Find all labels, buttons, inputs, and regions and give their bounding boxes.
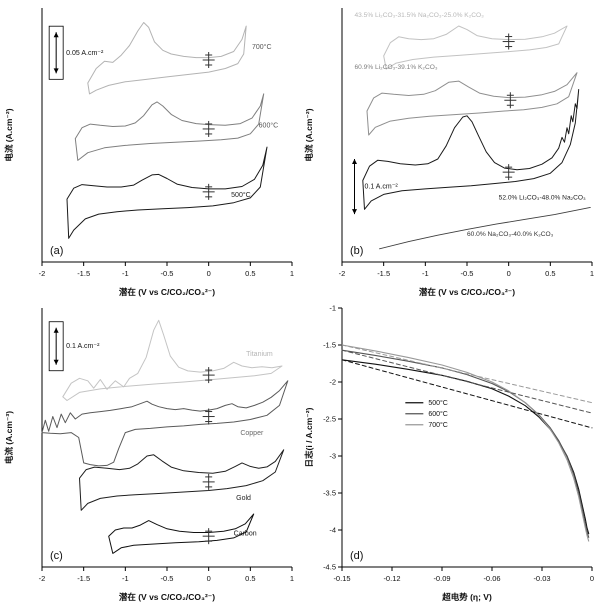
svg-text:-0.12: -0.12 [383,574,400,583]
chart-a-cv-vs-temperature: -2 -1.5 -1 -0.5 0 0.5 1 潜在 (V vs C/CO₂/CO₃²⁻) 电流… [4,8,294,297]
svg-text:0.05 A.cm⁻²: 0.05 A.cm⁻² [66,50,104,57]
svg-text:1: 1 [290,269,294,278]
svg-text:0.5: 0.5 [545,269,555,278]
svg-text:-2: -2 [39,269,46,278]
svg-text:-1.5: -1.5 [377,269,390,278]
svg-text:1: 1 [590,269,594,278]
svg-text:60.9% Li₂CO₃-39.1% K₂CO₃: 60.9% Li₂CO₃-39.1% K₂CO₃ [355,64,438,71]
svg-text:0.1 A.cm⁻²: 0.1 A.cm⁻² [365,184,399,191]
svg-text:-0.5: -0.5 [161,269,174,278]
svg-text:0: 0 [507,269,511,278]
svg-text:日志(i / A.cm⁻²): 日志(i / A.cm⁻²) [304,407,314,467]
svg-text:(a): (a) [50,245,63,257]
svg-text:60.0% Na₂CO₃-40.0% K₂CO₃: 60.0% Na₂CO₃-40.0% K₂CO₃ [467,231,554,238]
panel-c: -2 -1.5 -1 -0.5 0 0.5 1 潜在 (V vs C/CO₂/CO₃²⁻) 电流… [0,300,300,605]
svg-text:Copper: Copper [240,430,264,437]
svg-text:0.5: 0.5 [245,574,255,583]
svg-text:-1: -1 [329,304,336,313]
svg-text:超电势 (η; V): 超电势 (η; V) [441,592,492,602]
svg-text:-1.5: -1.5 [77,269,90,278]
panel-b: -2 -1.5 -1 -0.5 0 0.5 1 潜在 (V vs C/CO₂/CO₃²⁻) 电流… [300,0,600,300]
svg-text:0.5: 0.5 [245,269,255,278]
chart-c-cv-vs-electrode-material: -2 -1.5 -1 -0.5 0 0.5 1 潜在 (V vs C/CO₂/CO₃²⁻) 电流… [4,308,294,602]
svg-text:0: 0 [207,269,211,278]
chart-d-tafel-plot: -0.15 -0.12 -0.09 -0.06 -0.03 0 -1 -1.5 -2 -2.5 -3… [304,304,594,603]
svg-text:-2: -2 [339,269,346,278]
svg-text:Gold: Gold [236,495,251,502]
svg-text:-0.09: -0.09 [433,574,450,583]
svg-text:电流 (A.cm⁻²): 电流 (A.cm⁻²) [304,108,314,161]
svg-text:-1: -1 [122,574,129,583]
svg-text:-2.5: -2.5 [323,415,336,424]
svg-text:-0.15: -0.15 [333,574,350,583]
panel-d: -0.15 -0.12 -0.09 -0.06 -0.03 0 -1 -1.5 -2 -2.5 -3… [300,300,600,605]
svg-text:(c): (c) [50,550,63,562]
svg-text:-3: -3 [329,452,336,461]
svg-text:-1: -1 [122,269,129,278]
svg-text:700°C: 700°C [252,43,272,51]
svg-text:-3.5: -3.5 [323,489,336,498]
svg-text:-0.5: -0.5 [461,269,474,278]
svg-text:500°C: 500°C [231,191,251,199]
svg-text:-0.03: -0.03 [533,574,550,583]
svg-text:0.1 A.cm⁻²: 0.1 A.cm⁻² [66,343,100,350]
svg-text:潜在 (V vs C/CO₂/CO₃²⁻): 潜在 (V vs C/CO₂/CO₃²⁻) [119,592,215,602]
svg-text:700°C: 700°C [428,421,448,429]
svg-text:(d): (d) [350,550,363,562]
chart-b-cv-vs-melt-composition: -2 -1.5 -1 -0.5 0 0.5 1 潜在 (V vs C/CO₂/CO₃²⁻) 电流… [304,8,594,297]
svg-text:-0.5: -0.5 [161,574,174,583]
svg-text:电流 (A.cm⁻³): 电流 (A.cm⁻³) [4,411,14,464]
svg-text:600°C: 600°C [259,122,279,130]
svg-text:0: 0 [207,574,211,583]
svg-text:600°C: 600°C [428,410,448,418]
svg-text:Carbon: Carbon [234,530,257,537]
svg-text:43.5% Li₂CO₃-31.5% Na₂CO₃-25.0: 43.5% Li₂CO₃-31.5% Na₂CO₃-25.0% K₂CO₃ [355,12,485,19]
svg-text:-4: -4 [329,526,336,535]
panel-a: -2 -1.5 -1 -0.5 0 0.5 1 潜在 (V vs C/CO₂/CO₃²⁻) 电流… [0,0,300,300]
svg-text:-1: -1 [422,269,429,278]
svg-text:52.0% Li₂CO₃-48.0% Na₂CO₃: 52.0% Li₂CO₃-48.0% Na₂CO₃ [499,195,586,202]
svg-text:1: 1 [290,574,294,583]
svg-text:Titanium: Titanium [246,351,273,358]
svg-text:500°C: 500°C [428,399,448,407]
svg-text:-2: -2 [39,574,46,583]
svg-text:-1.5: -1.5 [323,341,336,350]
svg-text:0: 0 [590,574,594,583]
svg-text:-4.5: -4.5 [323,563,336,572]
svg-text:-1.5: -1.5 [77,574,90,583]
svg-text:潜在 (V vs C/CO₂/CO₃²⁻): 潜在 (V vs C/CO₂/CO₃²⁻) [419,287,515,297]
svg-text:(b): (b) [350,245,363,257]
svg-text:电流 (A.cm⁻²): 电流 (A.cm⁻²) [4,108,14,161]
svg-text:-0.06: -0.06 [483,574,500,583]
svg-text:潜在 (V vs C/CO₂/CO₃²⁻): 潜在 (V vs C/CO₂/CO₃²⁻) [119,287,215,297]
svg-text:-2: -2 [329,378,336,387]
